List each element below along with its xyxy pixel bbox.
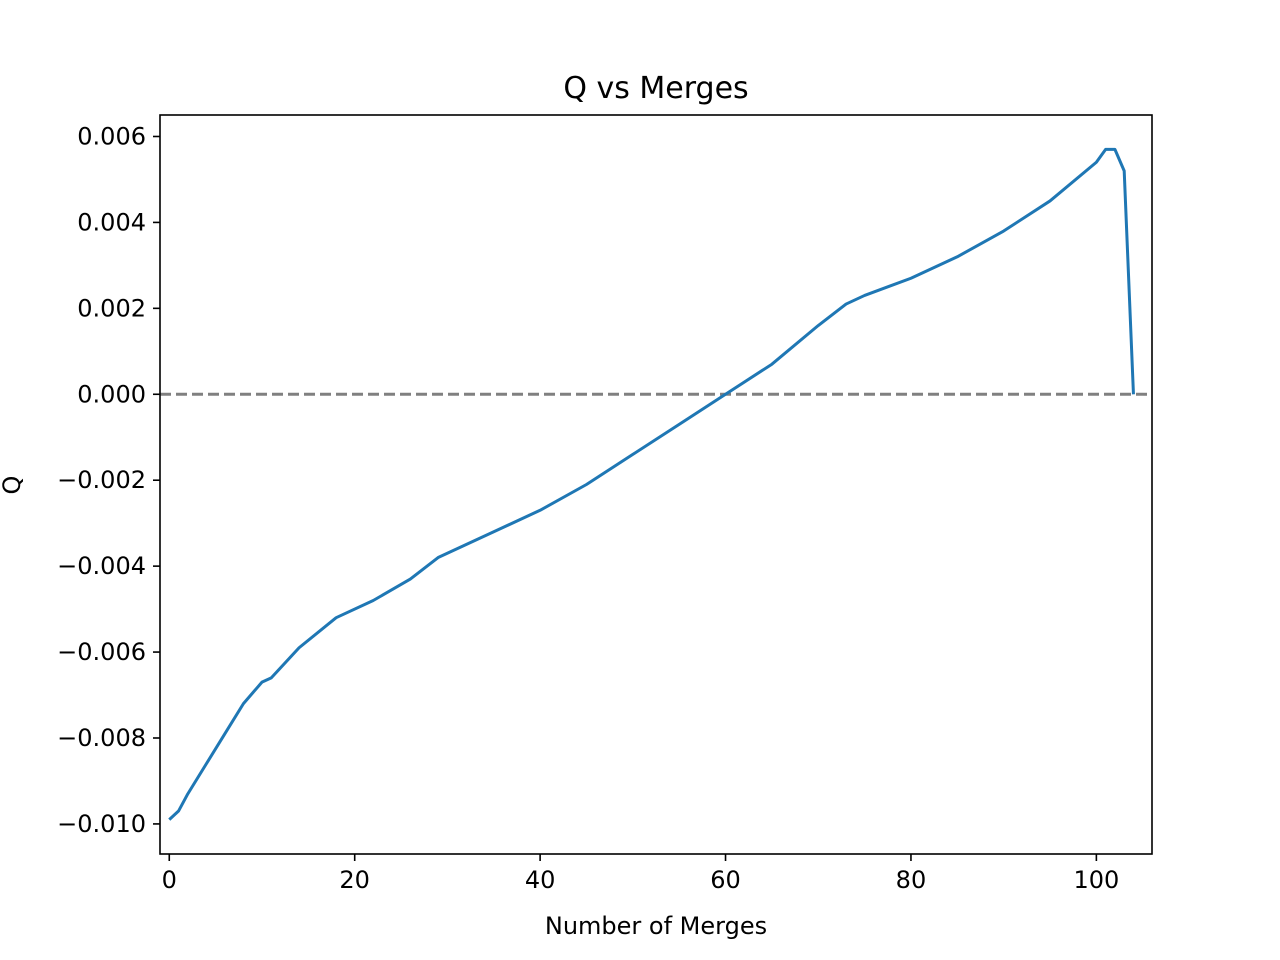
- x-tick-label: 0: [162, 866, 177, 894]
- x-tick-label: 20: [339, 866, 370, 894]
- x-axis-ticks: 0 20 40 60 80 100: [162, 854, 1119, 894]
- y-tick-label: −0.002: [57, 466, 146, 494]
- y-tick-label: 0.004: [77, 208, 146, 236]
- y-tick-label: 0.002: [77, 294, 146, 322]
- y-tick-label: 0.000: [77, 380, 146, 408]
- y-axis-label: Q: [0, 476, 26, 495]
- x-tick-label: 40: [525, 866, 556, 894]
- axes-frame: [159, 114, 1153, 855]
- plot-area: [159, 114, 1153, 855]
- y-tick-label: −0.010: [57, 810, 146, 838]
- y-tick-label: −0.008: [57, 724, 146, 752]
- x-tick-label: 60: [710, 866, 741, 894]
- chart-title: Q vs Merges: [563, 71, 748, 106]
- x-axis-label: Number of Merges: [545, 912, 767, 940]
- y-tick-label: 0.006: [77, 122, 146, 150]
- series-line-0: [168, 147, 1135, 821]
- y-tick-label: −0.004: [57, 552, 146, 580]
- x-tick-label: 80: [896, 866, 927, 894]
- y-tick-label: −0.006: [57, 638, 146, 666]
- x-tick-label: 100: [1073, 866, 1119, 894]
- y-axis-ticks: −0.010 −0.008 −0.006 −0.004 −0.002 0.000 0.002…: [57, 122, 160, 838]
